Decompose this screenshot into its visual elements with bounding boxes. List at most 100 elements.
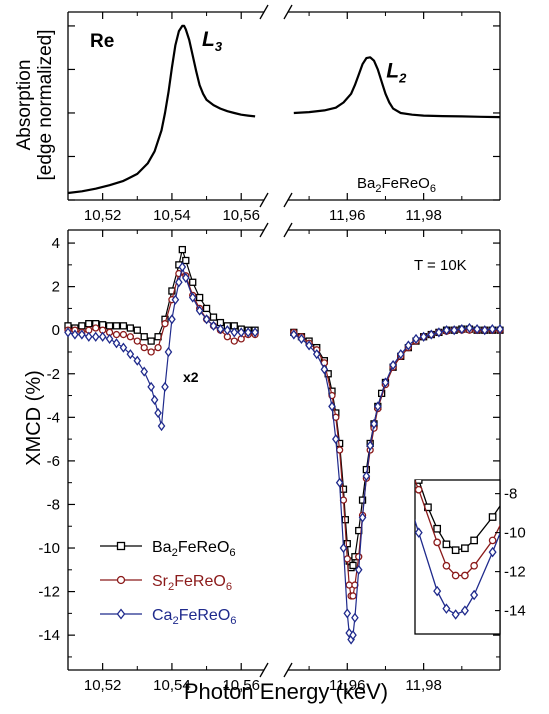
absorption-x-ticks: 10,52 10,54 10,56 11,96 11,98 — [68, 12, 500, 224]
data-point-ca — [112, 338, 121, 349]
data-point-ba — [147, 337, 155, 345]
data-point-ca — [427, 329, 436, 340]
absorption-x-tick-label: 11,96 — [329, 207, 365, 224]
data-point-ca — [150, 394, 159, 405]
legend-marker-ba — [116, 541, 126, 551]
data-point-sr — [343, 555, 351, 563]
absorption-x-tick-label: 11,98 — [405, 207, 441, 224]
data-point-ca — [290, 329, 298, 340]
xmcd-y-tick-label: -6 — [47, 453, 60, 470]
inset-point-sr — [451, 571, 460, 580]
data-point-ba — [119, 322, 128, 330]
data-point-ca — [297, 333, 306, 344]
temperature-label: T = 10K — [414, 257, 467, 274]
data-point-ca — [157, 420, 166, 432]
inset-point-ca — [433, 585, 442, 597]
data-point-ba — [105, 322, 114, 330]
data-point-ba — [209, 313, 218, 321]
data-point-ca — [381, 377, 390, 388]
data-point-ca — [237, 327, 246, 338]
data-point-ba — [112, 322, 121, 330]
data-point-ca — [335, 477, 344, 488]
data-point-sr — [126, 333, 135, 341]
inset-y-tick-label: -12 — [504, 564, 526, 581]
series-ca — [64, 261, 504, 645]
data-point-ca — [358, 512, 367, 523]
data-point-ca — [133, 355, 142, 366]
absorption-y-label-line-2: [edge normalized] — [35, 29, 56, 180]
xmcd-ticks: 10,52 10,54 10,56 11,96 11,98 4 2 0 -2 -4 -6 -8 -10 -… — [38, 230, 500, 694]
xmcd-x-tick-label: 11,98 — [405, 677, 441, 694]
data-point-sr — [119, 330, 128, 339]
absorption-x-tick-label: 10,52 — [84, 207, 122, 224]
absorption-curve-segment-0 — [67, 24, 256, 195]
data-point-ca — [202, 314, 211, 325]
data-point-ca — [171, 294, 180, 305]
data-point-ca — [450, 325, 458, 336]
data-point-ca — [404, 340, 413, 351]
data-point-sr — [133, 337, 141, 345]
inset-point-ca — [415, 527, 423, 538]
xmcd-panel: 10,52 10,54 10,56 11,96 11,98420-2-4-6-8-10-… — [23, 222, 526, 704]
data-point-sr — [230, 337, 238, 345]
data-point-ca — [161, 381, 169, 392]
inset-point-ca — [442, 603, 451, 614]
data-point-ca — [480, 325, 489, 336]
xmcd-y-tick-label: -2 — [47, 366, 60, 383]
data-point-ca — [354, 564, 363, 575]
xmcd-x-tick-label: 10,52 — [84, 677, 122, 694]
data-point-ca — [78, 329, 86, 340]
inset-zoom: -8 -10 -12 -14 — [414, 479, 526, 635]
xmcd-y-tick-label: 2 — [52, 279, 60, 296]
data-point-sr — [140, 343, 148, 352]
legend-label-sr: Sr2FeReO6 — [152, 573, 232, 593]
absorption-x-tick-label: 10,56 — [222, 207, 260, 224]
data-point-ba — [358, 496, 367, 504]
inset-point-sr — [488, 536, 497, 545]
data-point-sr — [147, 348, 155, 356]
xmcd-break-mark — [283, 662, 293, 678]
data-point-ba — [178, 245, 186, 254]
data-point-sr — [154, 343, 162, 352]
data-point-ba — [202, 304, 211, 313]
data-point-ca — [64, 327, 72, 338]
x-axis-label: Photon Energy (keV) — [184, 679, 388, 704]
inset-point-ca — [460, 605, 469, 616]
data-point-ba — [343, 540, 351, 548]
data-point-ca — [230, 327, 239, 338]
legend-marker-sr — [116, 575, 126, 585]
data-point-ca — [244, 327, 252, 338]
legend-label-ca: Ca2FeReO6 — [152, 607, 237, 627]
data-point-ca — [209, 320, 218, 331]
xmcd-y-tick-label: -14 — [38, 627, 60, 644]
data-point-ca — [305, 340, 313, 351]
data-point-ca — [442, 325, 451, 336]
edge-labels: L3 L2 — [202, 28, 407, 85]
data-point-ca — [343, 608, 352, 619]
absorption-break-mark — [283, 4, 293, 20]
xmcd-y-tick-label: -8 — [47, 496, 60, 513]
xmcd-x-tick-label: 10,54 — [153, 677, 191, 694]
data-point-sr — [92, 324, 100, 332]
data-point-ba — [349, 561, 357, 570]
inset-point-ca — [470, 589, 479, 601]
absorption-axes — [67, 4, 501, 208]
data-point-sr — [335, 446, 344, 454]
legend-label-ba: Ba2FeReO6 — [152, 539, 236, 559]
inset-y-tick-label: -10 — [504, 525, 526, 542]
data-point-ba — [78, 322, 86, 330]
inset-y-tick-label: -8 — [504, 486, 517, 503]
data-point-ca — [412, 333, 420, 344]
data-point-ba — [85, 320, 93, 328]
data-point-ba — [195, 293, 204, 302]
inset-point-sr — [442, 561, 451, 570]
data-point-ca — [168, 314, 176, 325]
data-point-ba — [339, 485, 348, 493]
data-point-ca — [488, 324, 497, 335]
data-point-sr — [161, 320, 169, 328]
absorption-y-label-line-1: Absorption — [14, 60, 35, 151]
data-point-ca — [251, 327, 259, 338]
data-point-ca — [396, 349, 405, 360]
data-point-ca — [175, 277, 183, 288]
data-point-ca — [216, 324, 225, 335]
